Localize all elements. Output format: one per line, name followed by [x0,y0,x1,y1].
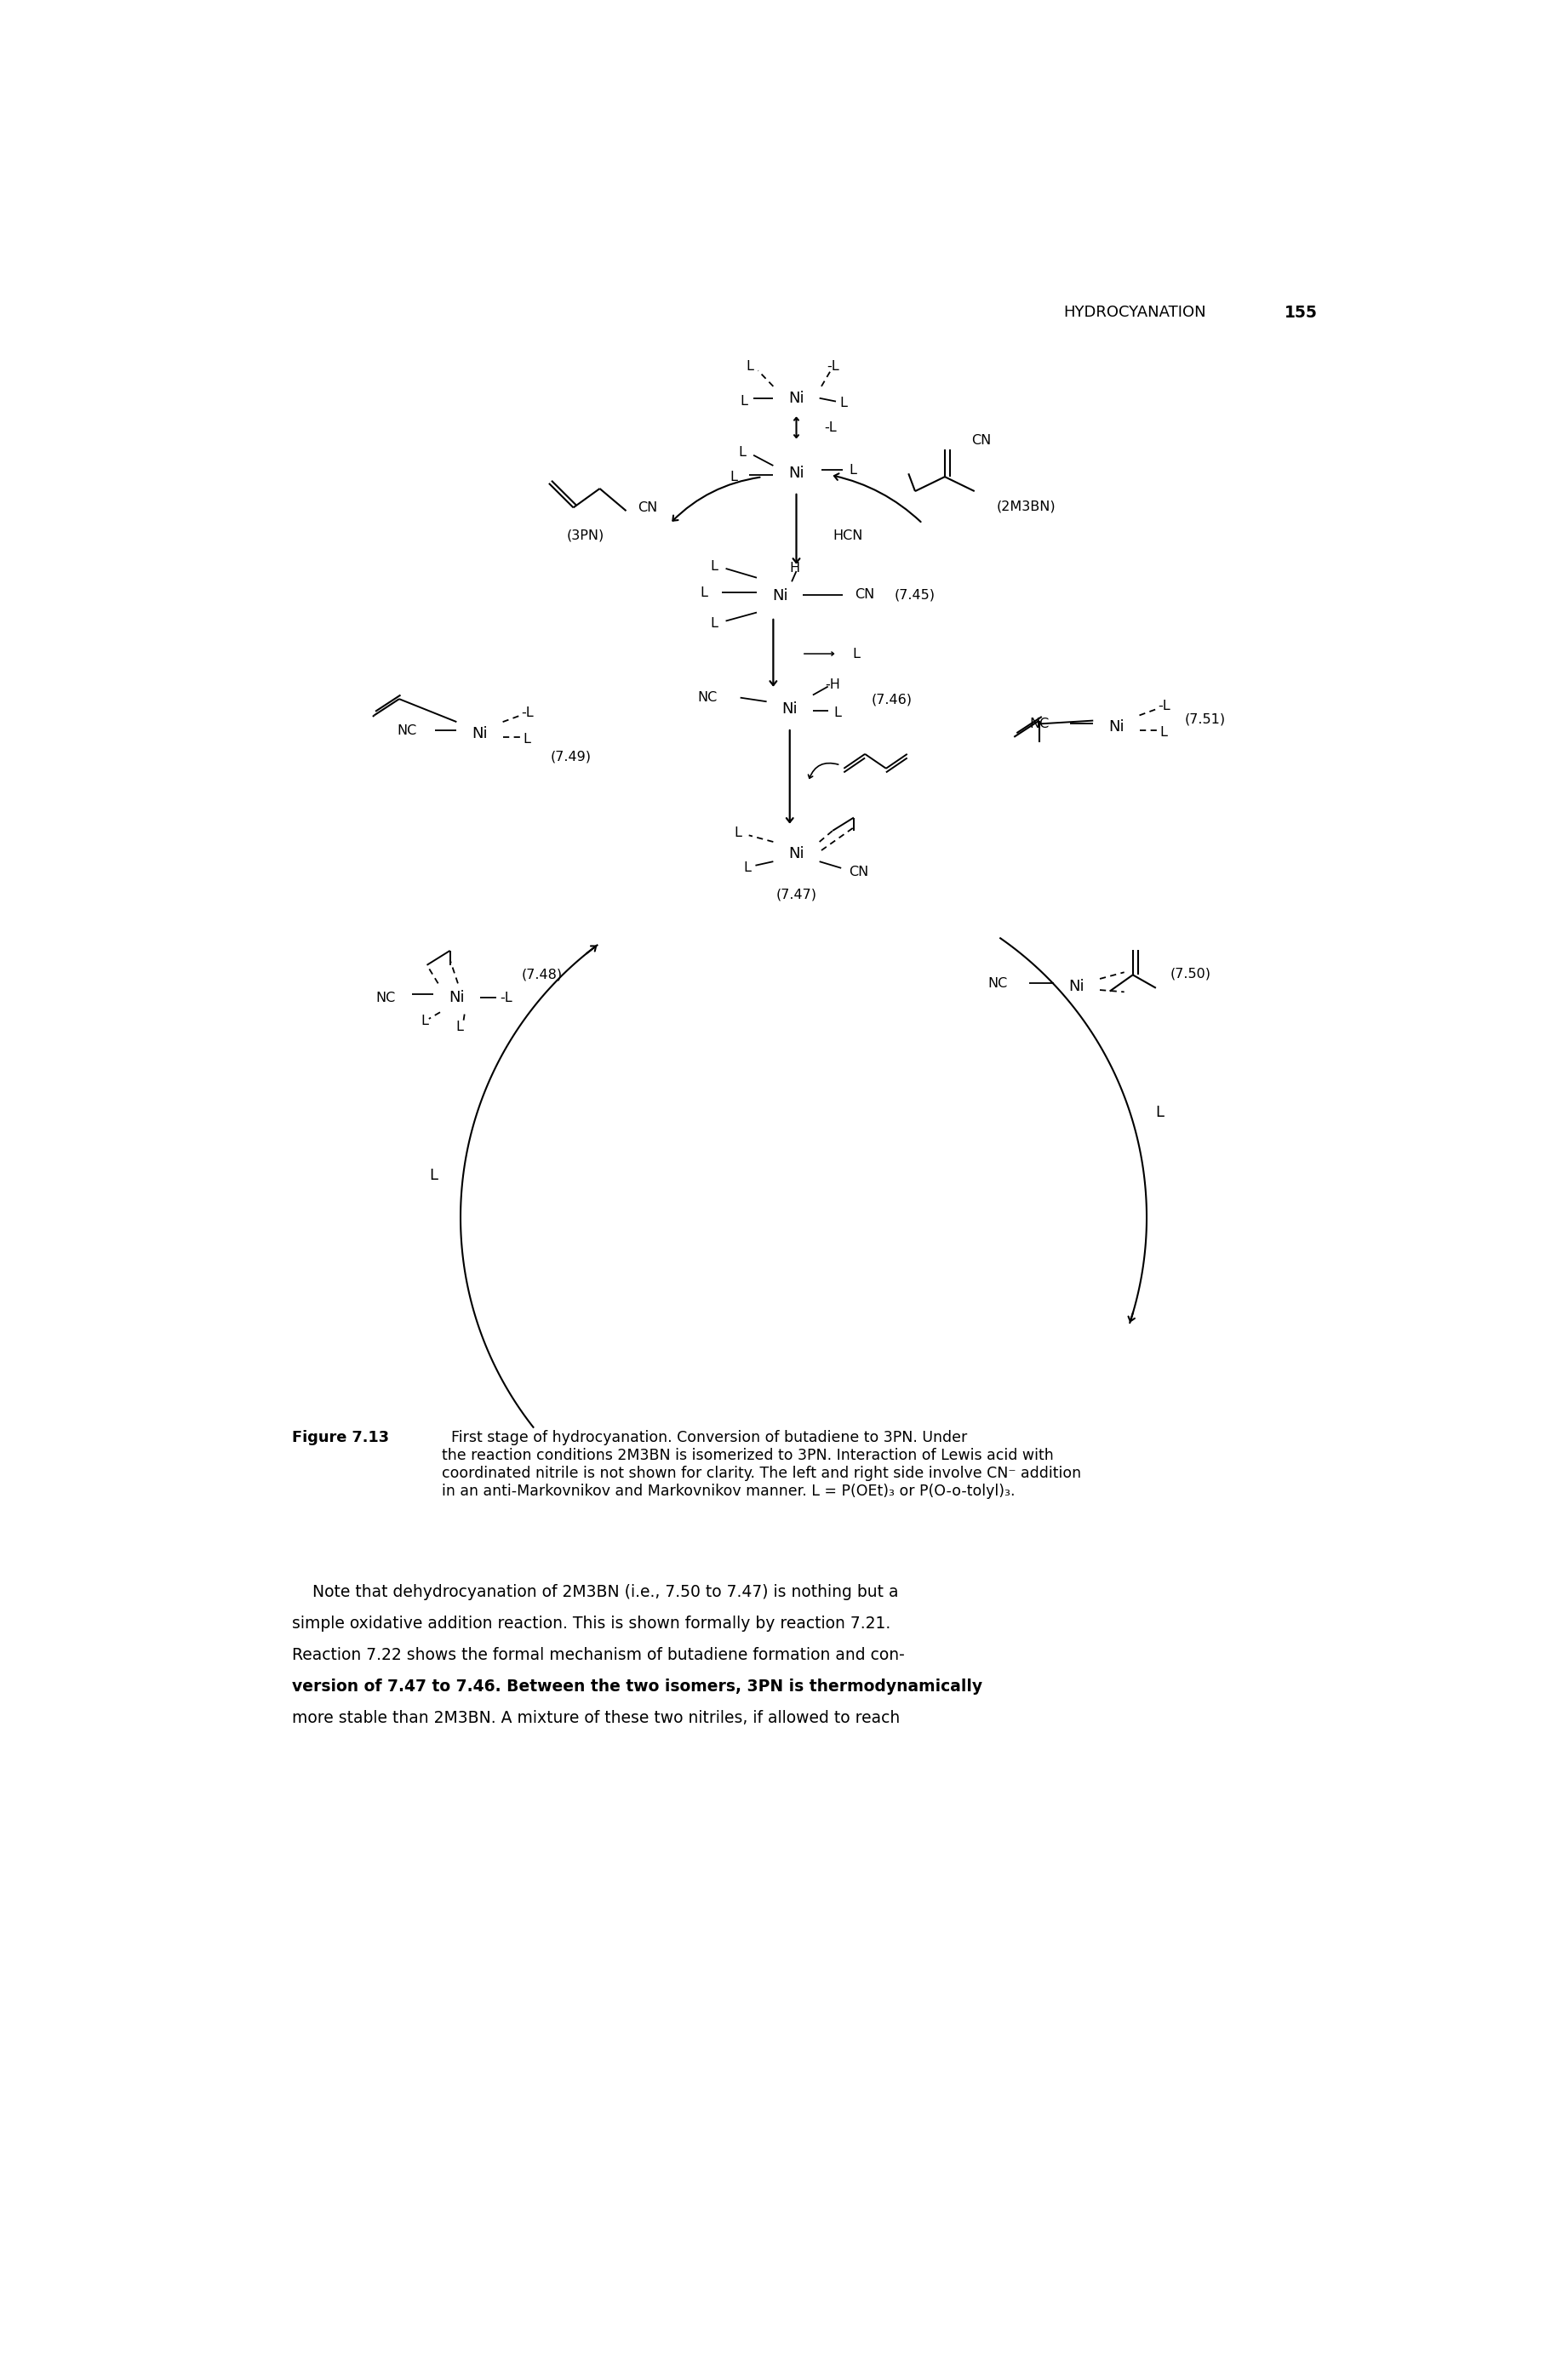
Text: Ni: Ni [472,725,488,742]
Text: L: L [701,586,707,600]
Text: L: L [710,616,718,631]
Text: L: L [848,463,856,477]
Text: (7.45): (7.45) [895,588,936,602]
Text: NC: NC [1029,718,1049,730]
Text: L: L [710,560,718,574]
Text: Ni: Ni [782,702,798,718]
Text: (7.46): (7.46) [872,692,913,706]
Text: H: H [789,562,800,574]
Text: (7.49): (7.49) [550,751,591,763]
Text: L: L [729,470,737,484]
Text: -L: -L [1157,699,1170,713]
Text: Ni: Ni [789,465,804,482]
Text: L: L [524,732,532,746]
Text: L: L [840,397,848,409]
Text: L: L [834,706,840,718]
Text: -L: -L [521,706,533,718]
Text: L: L [746,361,754,373]
Text: HCN: HCN [833,529,862,543]
Text: Ni: Ni [789,846,804,862]
Text: Ni: Ni [789,390,804,406]
Text: L: L [853,647,859,659]
Text: Reaction 7.22 shows the formal mechanism of butadiene formation and con-: Reaction 7.22 shows the formal mechanism… [292,1646,905,1663]
Text: CN: CN [971,435,991,446]
Text: L: L [1160,725,1168,739]
Text: L: L [1156,1105,1163,1120]
Text: NC: NC [698,692,717,704]
Text: Figure 7.13: Figure 7.13 [292,1431,389,1446]
Text: Ni: Ni [1069,978,1085,994]
Text: (3PN): (3PN) [566,529,604,543]
Text: -H: -H [825,678,840,692]
Text: CN: CN [850,864,869,879]
Text: L: L [734,827,742,839]
Text: L: L [740,394,748,409]
Text: -L: -L [825,420,836,435]
Text: simple oxidative addition reaction. This is shown formally by reaction 7.21.: simple oxidative addition reaction. This… [292,1616,891,1632]
Text: L: L [739,446,746,458]
Text: CN: CN [855,588,875,602]
Text: (7.51): (7.51) [1185,713,1226,725]
Text: -L: -L [500,992,513,1004]
Text: L: L [422,1013,428,1027]
Text: (2M3BN): (2M3BN) [996,501,1055,513]
Text: L: L [456,1020,464,1035]
Text: -L: -L [826,361,839,373]
Text: Ni: Ni [448,990,464,1006]
Text: version of 7.47 to 7.46. Between the two isomers, 3PN is thermodynamically: version of 7.47 to 7.46. Between the two… [292,1679,982,1696]
Text: (7.50): (7.50) [1170,966,1210,980]
Text: (7.47): (7.47) [776,888,817,900]
Text: Ni: Ni [771,588,787,605]
Text: First stage of hydrocyanation. Conversion of butadiene to 3PN. Under
the reactio: First stage of hydrocyanation. Conversio… [442,1431,1080,1500]
Text: HYDROCYANATION: HYDROCYANATION [1063,305,1206,321]
Text: L: L [430,1169,437,1183]
Text: L: L [743,862,751,874]
Text: NC: NC [988,978,1008,990]
Text: (7.48): (7.48) [522,968,563,980]
Text: Note that dehydrocyanation of 2M3BN (i.e., 7.50 to 7.47) is nothing but a: Note that dehydrocyanation of 2M3BN (i.e… [292,1585,898,1601]
Text: NC: NC [376,992,395,1004]
Text: Ni: Ni [1109,720,1124,735]
Text: more stable than 2M3BN. A mixture of these two nitriles, if allowed to reach: more stable than 2M3BN. A mixture of the… [292,1710,900,1727]
Text: CN: CN [637,501,657,515]
Text: NC: NC [397,725,417,737]
Text: 155: 155 [1284,305,1317,321]
